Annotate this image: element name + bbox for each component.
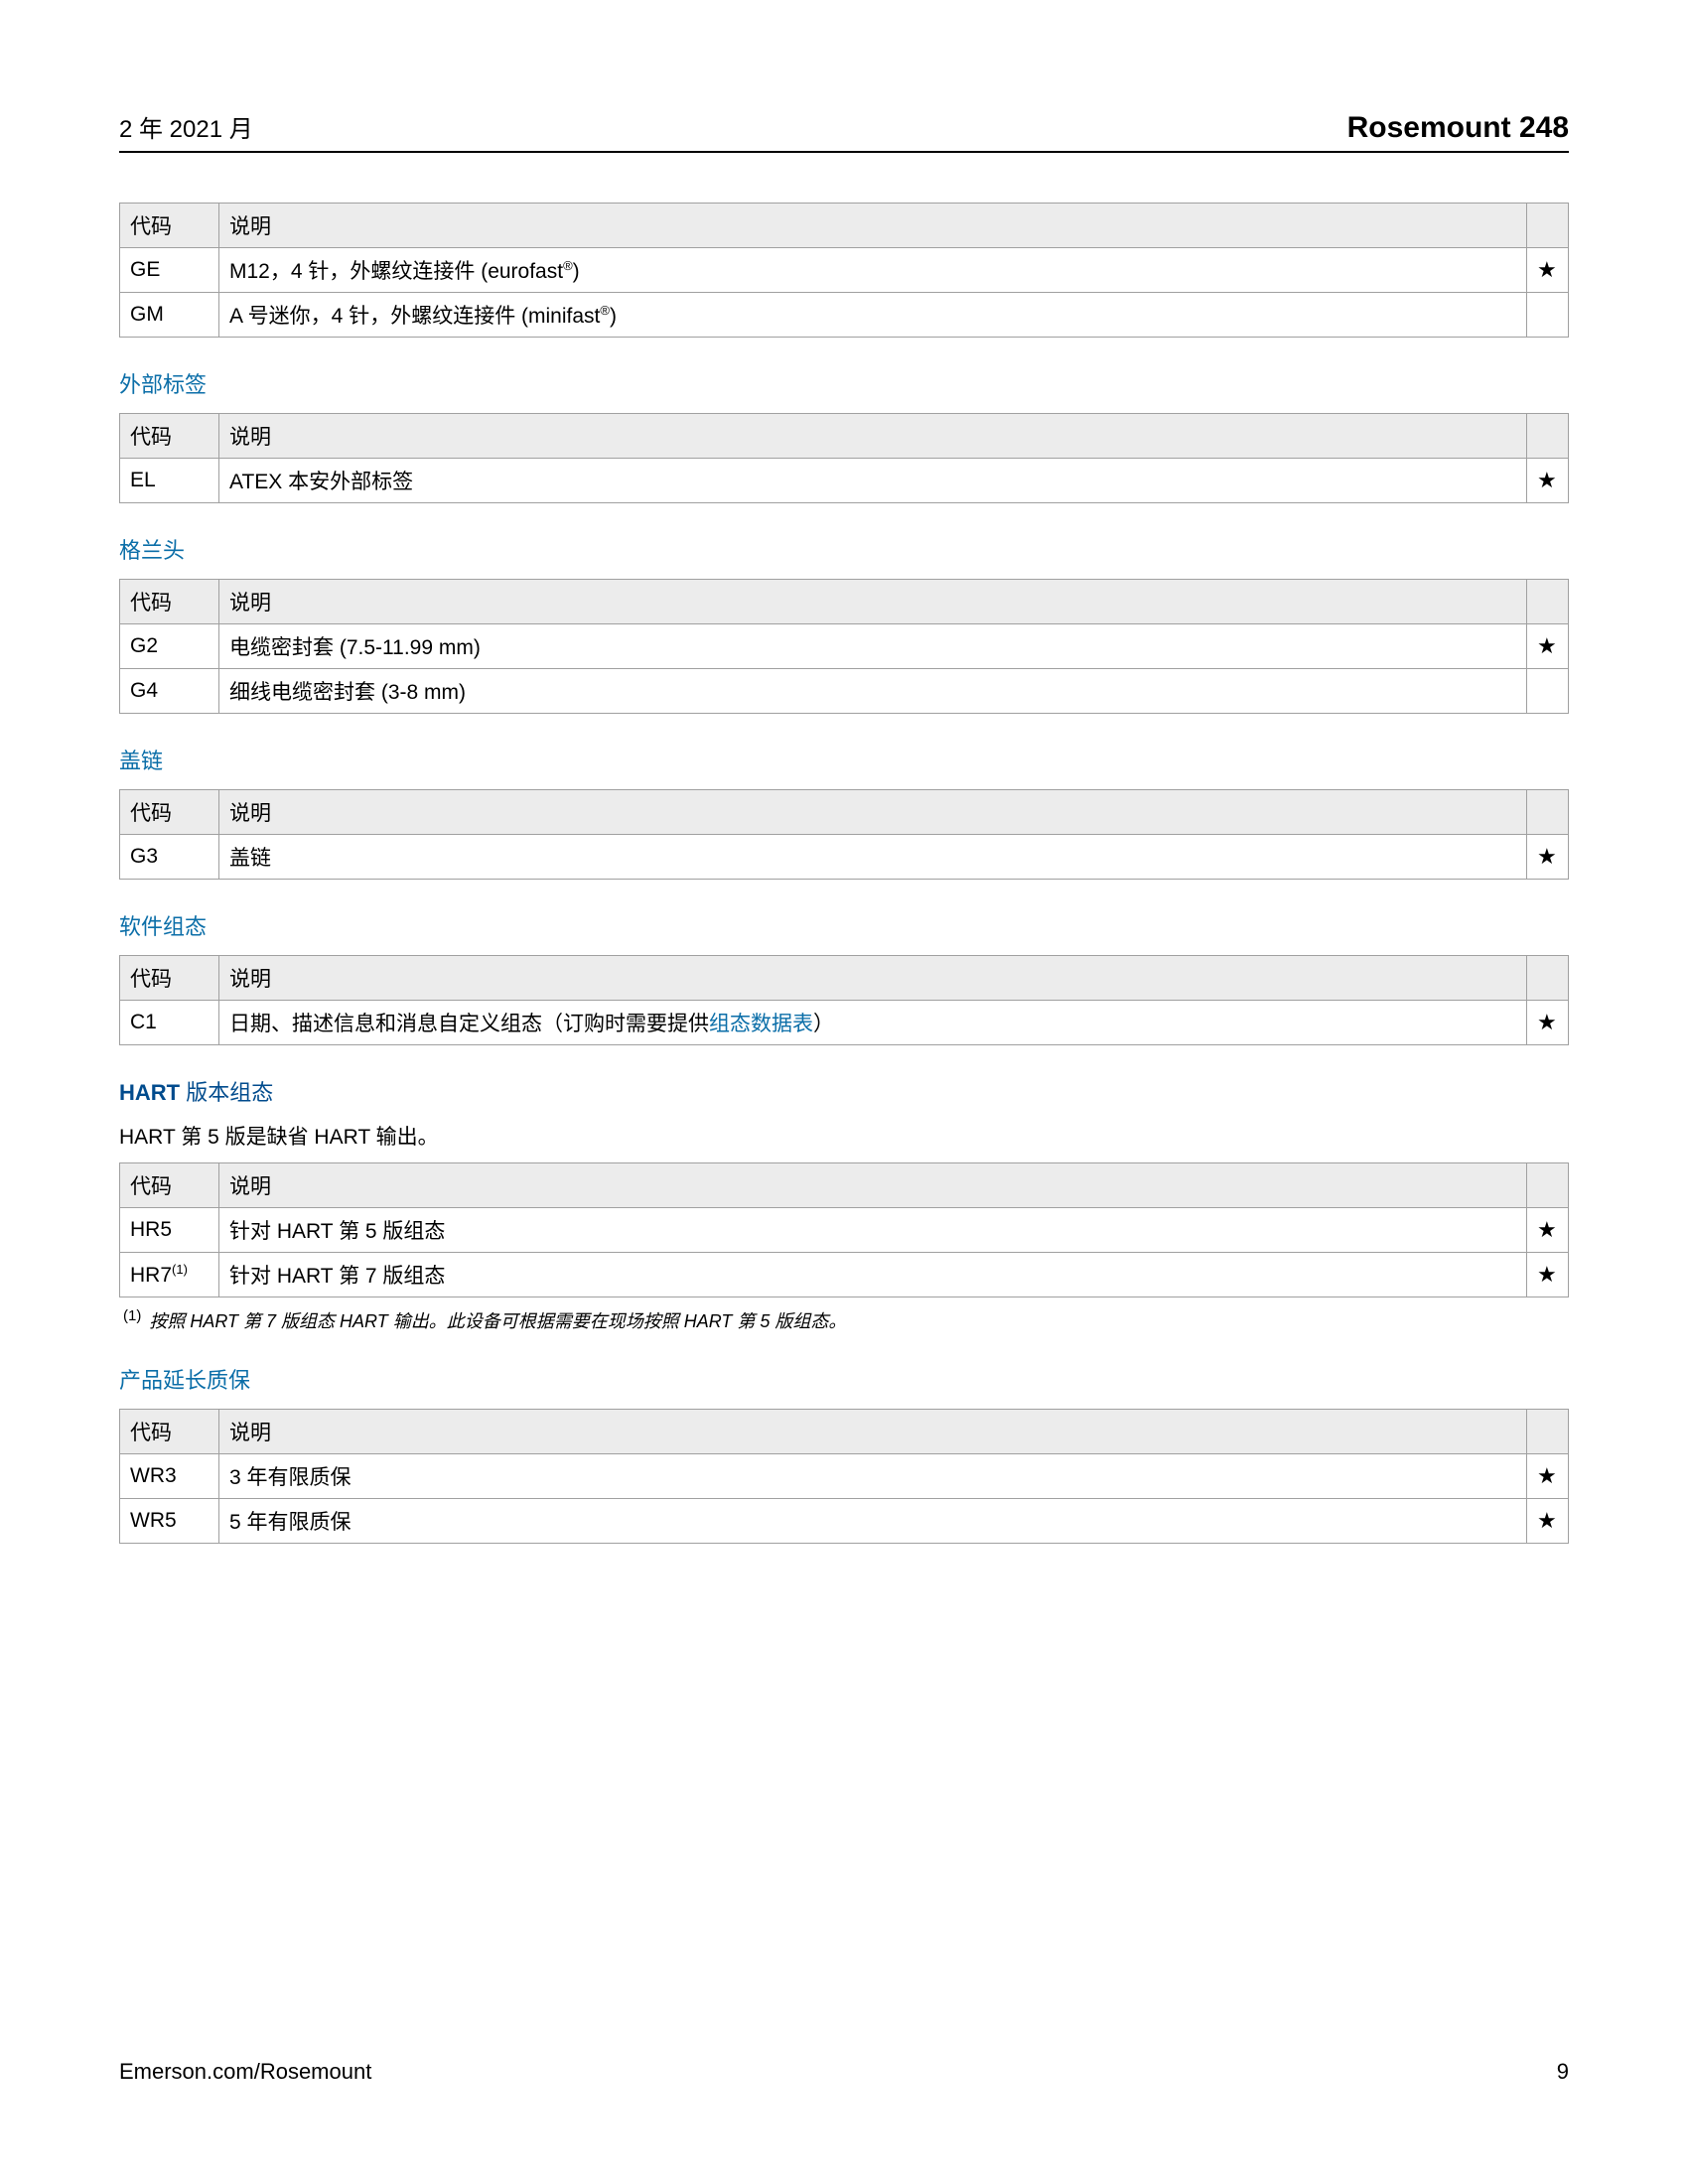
col-code: 代码 xyxy=(120,1163,219,1208)
table-connectors: 代码 说明 GE M12，4 针，外螺纹连接件 (eurofast®) ★ GM… xyxy=(119,203,1569,338)
cell-code: C1 xyxy=(120,1001,219,1045)
col-desc: 说明 xyxy=(219,1163,1527,1208)
footnote: (1)按照 HART 第 7 版组态 HART 输出。此设备可根据需要在现场按照… xyxy=(123,1307,1569,1333)
col-star xyxy=(1527,1410,1569,1454)
star-icon: ★ xyxy=(1527,624,1569,669)
col-desc: 说明 xyxy=(219,580,1527,624)
cell-star xyxy=(1527,293,1569,338)
cell-desc: A 号迷你，4 针，外螺纹连接件 (minifast®) xyxy=(219,293,1527,338)
cell-desc: M12，4 针，外螺纹连接件 (eurofast®) xyxy=(219,248,1527,293)
cell-code: WR5 xyxy=(120,1499,219,1544)
section-title-software: 软件组态 xyxy=(119,909,1569,941)
col-star xyxy=(1527,414,1569,459)
col-desc: 说明 xyxy=(219,956,1527,1001)
cell-code: GE xyxy=(120,248,219,293)
col-desc: 说明 xyxy=(219,1410,1527,1454)
col-code: 代码 xyxy=(120,956,219,1001)
star-icon: ★ xyxy=(1527,1499,1569,1544)
cell-desc: 盖链 xyxy=(219,835,1527,880)
cell-desc: 电缆密封套 (7.5-11.99 mm) xyxy=(219,624,1527,669)
table-cover-chain: 代码 说明 G3 盖链 ★ xyxy=(119,789,1569,880)
section-title-hart: HART 版本组态 xyxy=(119,1075,1569,1107)
cell-code: HR5 xyxy=(120,1208,219,1253)
cell-desc: 细线电缆密封套 (3-8 mm) xyxy=(219,669,1527,714)
star-icon: ★ xyxy=(1527,1253,1569,1297)
table-row: GM A 号迷你，4 针，外螺纹连接件 (minifast®) xyxy=(120,293,1569,338)
table-row: GE M12，4 针，外螺纹连接件 (eurofast®) ★ xyxy=(120,248,1569,293)
cell-code: EL xyxy=(120,459,219,503)
col-code: 代码 xyxy=(120,414,219,459)
col-desc: 说明 xyxy=(219,790,1527,835)
table-row: C1 日期、描述信息和消息自定义组态（订购时需要提供组态数据表） ★ xyxy=(120,1001,1569,1045)
col-desc: 说明 xyxy=(219,204,1527,248)
table-row: G3 盖链 ★ xyxy=(120,835,1569,880)
cell-code: G2 xyxy=(120,624,219,669)
cell-code: WR3 xyxy=(120,1454,219,1499)
table-hart: 代码 说明 HR5 针对 HART 第 5 版组态 ★ HR7(1) 针对 HA… xyxy=(119,1162,1569,1297)
star-icon: ★ xyxy=(1527,835,1569,880)
col-star xyxy=(1527,204,1569,248)
cell-code: HR7(1) xyxy=(120,1253,219,1297)
hart-subtext: HART 第 5 版是缺省 HART 输出。 xyxy=(119,1121,1569,1151)
table-warranty: 代码 说明 WR3 3 年有限质保 ★ WR5 5 年有限质保 ★ xyxy=(119,1409,1569,1544)
col-star xyxy=(1527,790,1569,835)
page-footer: Emerson.com/Rosemount 9 xyxy=(119,2059,1569,2085)
table-software: 代码 说明 C1 日期、描述信息和消息自定义组态（订购时需要提供组态数据表） ★ xyxy=(119,955,1569,1045)
table-row: G4 细线电缆密封套 (3-8 mm) xyxy=(120,669,1569,714)
cell-desc: 日期、描述信息和消息自定义组态（订购时需要提供组态数据表） xyxy=(219,1001,1527,1045)
table-row: WR5 5 年有限质保 ★ xyxy=(120,1499,1569,1544)
table-row: HR7(1) 针对 HART 第 7 版组态 ★ xyxy=(120,1253,1569,1297)
col-desc: 说明 xyxy=(219,414,1527,459)
table-external-label: 代码 说明 EL ATEX 本安外部标签 ★ xyxy=(119,413,1569,503)
col-code: 代码 xyxy=(120,580,219,624)
star-icon: ★ xyxy=(1527,1454,1569,1499)
col-code: 代码 xyxy=(120,1410,219,1454)
star-icon: ★ xyxy=(1527,1001,1569,1045)
cell-desc: 针对 HART 第 5 版组态 xyxy=(219,1208,1527,1253)
star-icon: ★ xyxy=(1527,248,1569,293)
col-star xyxy=(1527,1163,1569,1208)
col-star xyxy=(1527,580,1569,624)
cell-code: GM xyxy=(120,293,219,338)
cell-desc: 5 年有限质保 xyxy=(219,1499,1527,1544)
section-title-warranty: 产品延长质保 xyxy=(119,1363,1569,1395)
header-product: Rosemount 248 xyxy=(1347,111,1569,145)
cell-desc: ATEX 本安外部标签 xyxy=(219,459,1527,503)
star-icon: ★ xyxy=(1527,459,1569,503)
table-row: G2 电缆密封套 (7.5-11.99 mm) ★ xyxy=(120,624,1569,669)
header-date: 2 年 2021 月 xyxy=(119,109,253,144)
section-title-gland: 格兰头 xyxy=(119,533,1569,565)
section-title-cover-chain: 盖链 xyxy=(119,744,1569,775)
col-code: 代码 xyxy=(120,790,219,835)
table-row: WR3 3 年有限质保 ★ xyxy=(120,1454,1569,1499)
cell-desc: 3 年有限质保 xyxy=(219,1454,1527,1499)
cell-code: G4 xyxy=(120,669,219,714)
table-gland: 代码 说明 G2 电缆密封套 (7.5-11.99 mm) ★ G4 细线电缆密… xyxy=(119,579,1569,714)
footer-page-number: 9 xyxy=(1557,2059,1569,2085)
col-star xyxy=(1527,956,1569,1001)
cell-code: G3 xyxy=(120,835,219,880)
page-header: 2 年 2021 月 Rosemount 248 xyxy=(119,109,1569,153)
table-row: HR5 针对 HART 第 5 版组态 ★ xyxy=(120,1208,1569,1253)
cell-desc: 针对 HART 第 7 版组态 xyxy=(219,1253,1527,1297)
table-row: EL ATEX 本安外部标签 ★ xyxy=(120,459,1569,503)
cell-star xyxy=(1527,669,1569,714)
config-data-link[interactable]: 组态数据表 xyxy=(709,1013,813,1035)
section-title-external-label: 外部标签 xyxy=(119,367,1569,399)
col-code: 代码 xyxy=(120,204,219,248)
star-icon: ★ xyxy=(1527,1208,1569,1253)
footer-url: Emerson.com/Rosemount xyxy=(119,2059,371,2085)
